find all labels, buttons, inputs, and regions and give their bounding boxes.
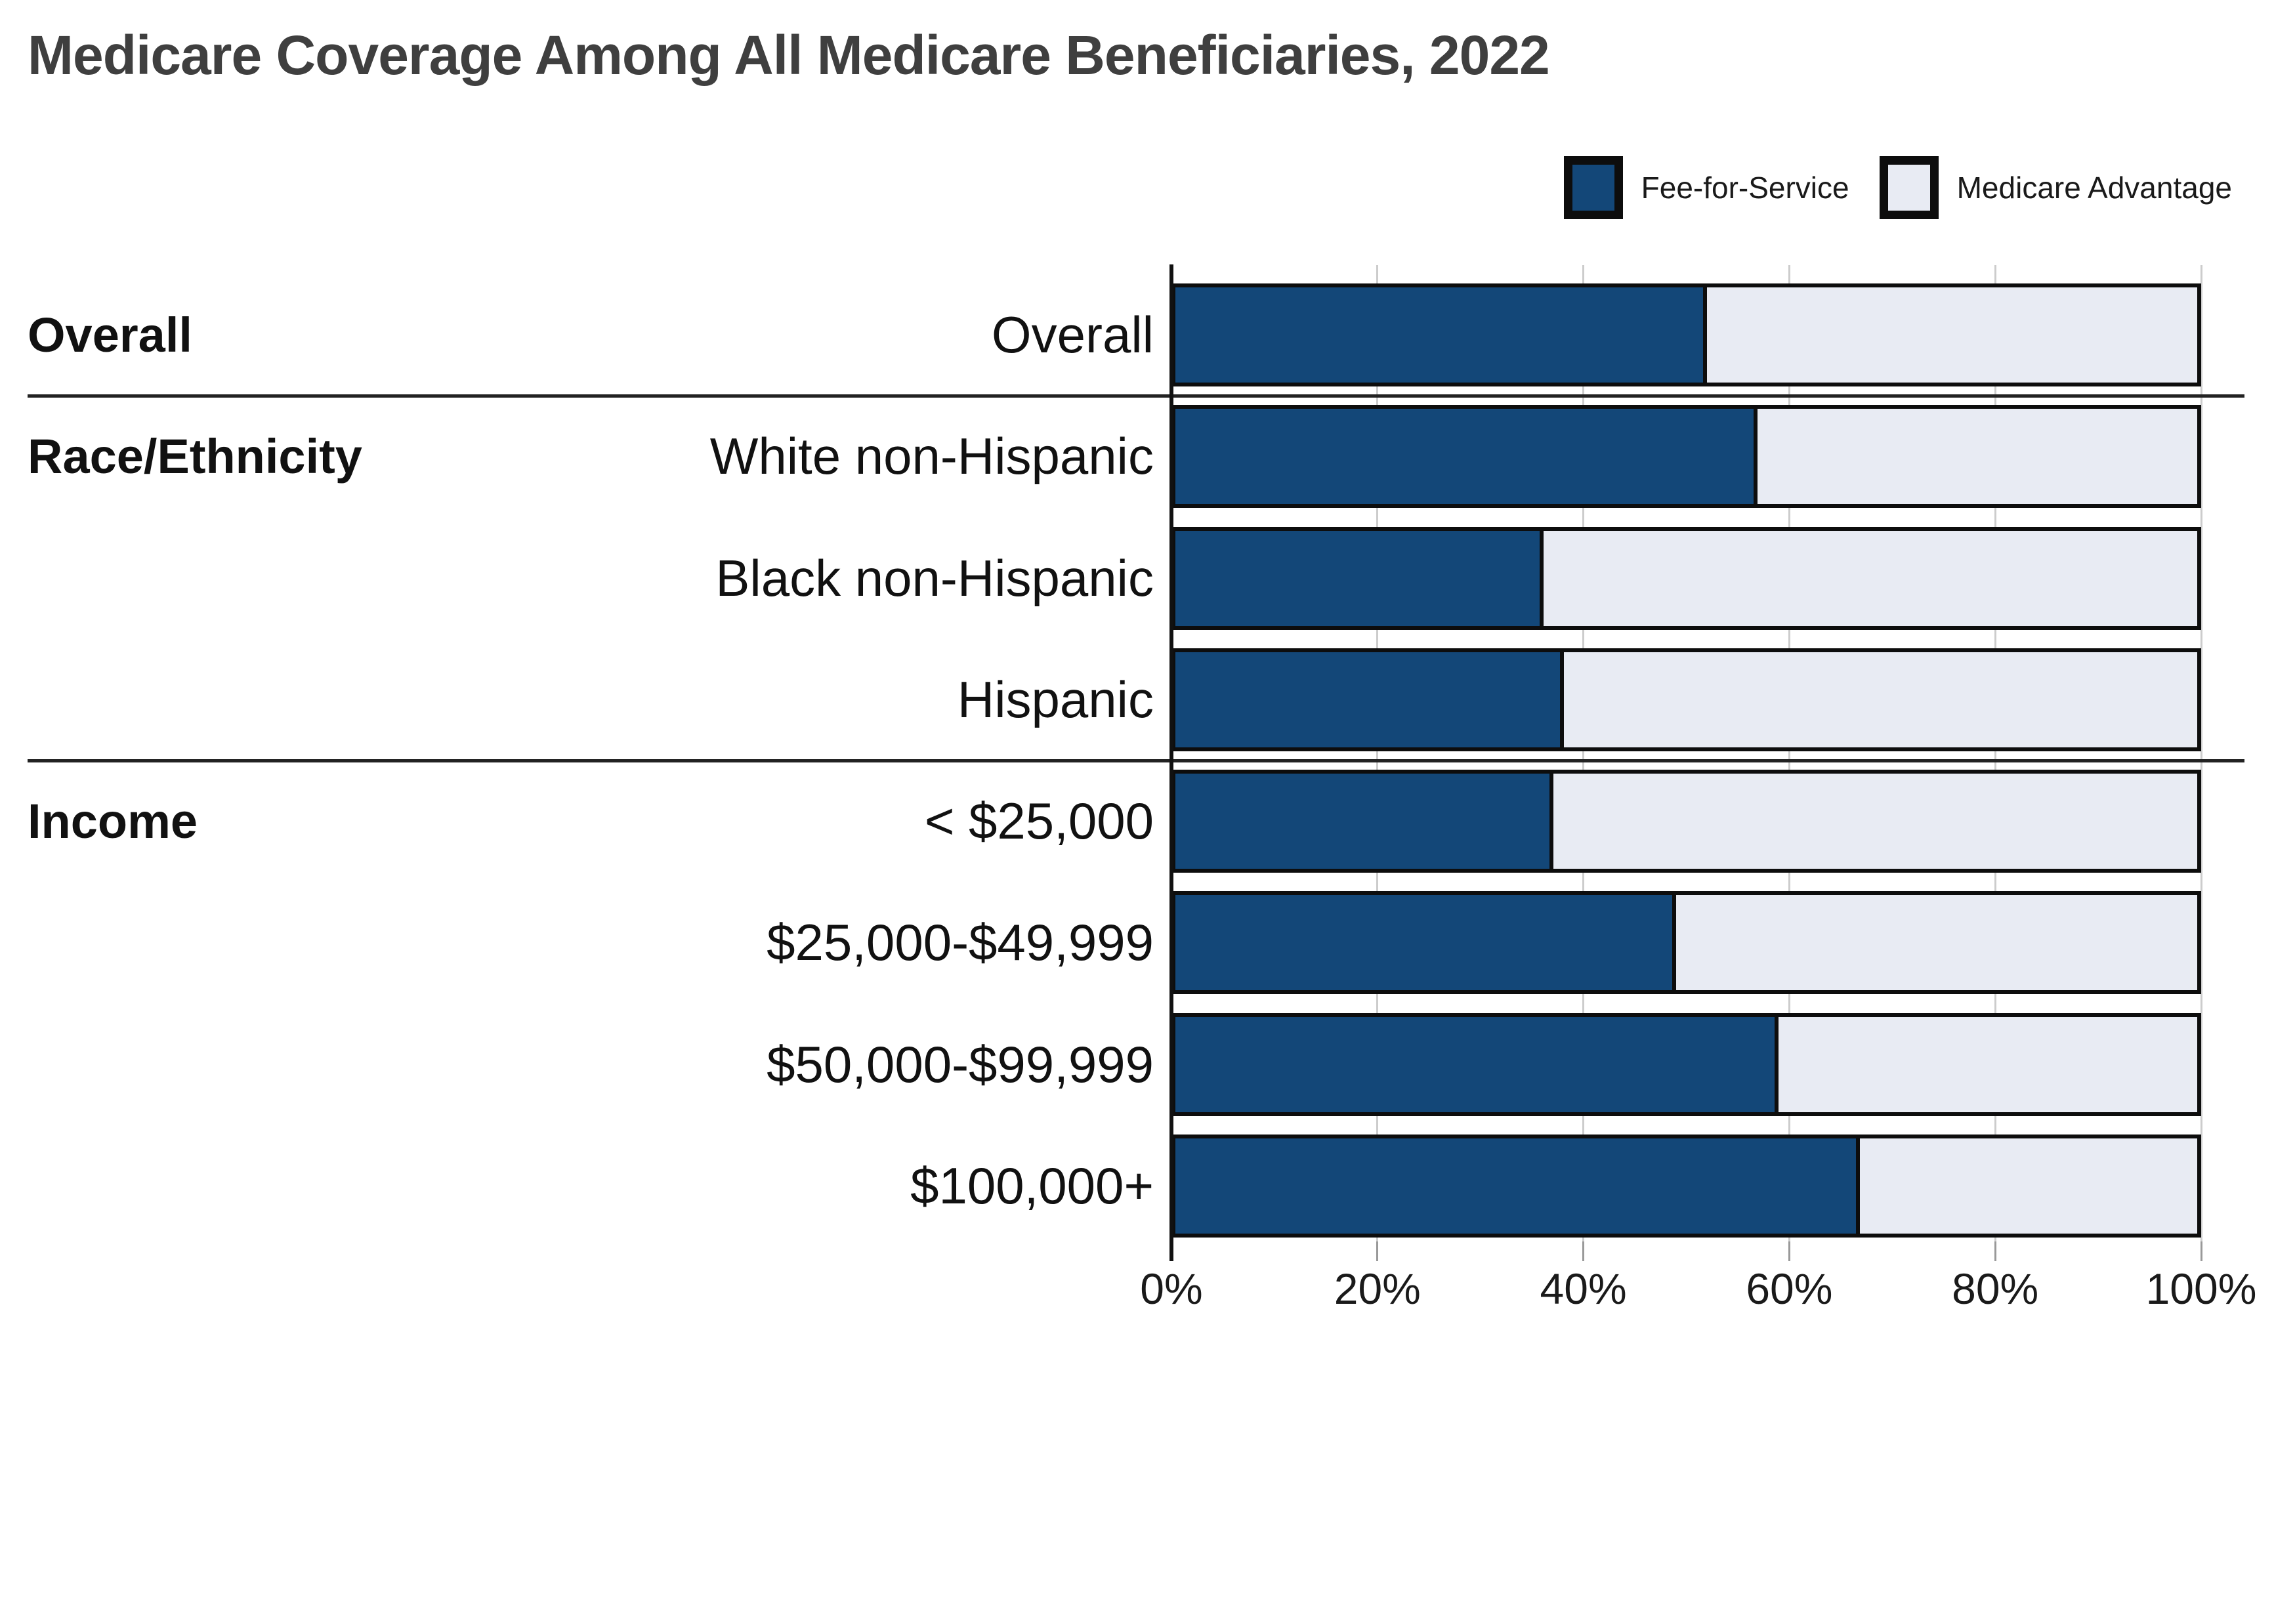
x-axis-tick-label: 80%: [1952, 1264, 2039, 1313]
medicare-advantage-legend-label: Medicare Advantage: [1956, 171, 2232, 205]
gridline-100pct: [2200, 265, 2202, 1241]
medicare-advantage-swatch-icon: [1879, 156, 1939, 219]
fee-for-service-segment: [1175, 409, 1758, 505]
fee-for-service-segment: [1175, 1016, 1779, 1112]
x-axis-tick: [1376, 1241, 1379, 1261]
stacked-bar-row: [1171, 1134, 2201, 1238]
group-separator: [28, 394, 2244, 398]
medicare-advantage-segment: [1563, 652, 2197, 747]
fee-for-service-segment: [1175, 1138, 1861, 1234]
stacked-bar-row: [1171, 770, 2201, 873]
medicare-advantage-segment: [1758, 409, 2197, 505]
gridline-20pct: [1376, 265, 1379, 1241]
fee-for-service-segment: [1175, 652, 1564, 747]
fee-for-service-swatch-icon: [1563, 156, 1623, 219]
fee-for-service-legend-label: Fee-for-Service: [1641, 171, 1849, 205]
row-label: $25,000-$49,999: [767, 913, 1154, 972]
fee-for-service-segment: [1175, 895, 1676, 991]
x-axis-tick-label: 100%: [2145, 1264, 2257, 1313]
medicare-advantage-segment: [1675, 895, 2197, 991]
row-label: $100,000+: [910, 1156, 1154, 1215]
x-axis-tick: [1788, 1241, 1790, 1261]
x-axis-tick: [2200, 1241, 2202, 1261]
row-label: Hispanic: [957, 670, 1154, 728]
x-axis-tick-label: 20%: [1334, 1264, 1421, 1313]
medicare-advantage-segment: [1778, 1016, 2197, 1112]
fee-for-service-segment: [1175, 530, 1544, 626]
gridline-60pct: [1788, 265, 1790, 1241]
gridline-80pct: [1994, 265, 1996, 1241]
stacked-bar-row: [1171, 1012, 2201, 1116]
x-axis-tick: [1994, 1241, 1996, 1261]
legend: Fee-for-Service Medicare Advantage: [1563, 156, 2232, 219]
stacked-bar-row: [1171, 283, 2201, 386]
x-axis-tick-label: 40%: [1540, 1264, 1627, 1313]
stacked-bar-row: [1171, 648, 2201, 751]
group-separator: [28, 759, 2244, 762]
fee-for-service-segment: [1175, 774, 1554, 869]
row-label: $50,000-$99,999: [767, 1035, 1154, 1093]
gridline-40pct: [1582, 265, 1585, 1241]
medicare-advantage-segment: [1553, 774, 2197, 869]
x-axis-tick-label: 60%: [1746, 1264, 1833, 1313]
x-axis-tick: [1582, 1241, 1585, 1261]
row-label: < $25,000: [924, 792, 1154, 850]
row-label: Overall: [991, 306, 1154, 364]
medicare-advantage-segment: [1706, 287, 2197, 383]
group-label-overall: Overall: [28, 308, 192, 362]
row-label: White non-Hispanic: [709, 427, 1154, 486]
medicare-advantage-segment: [1543, 530, 2197, 626]
medicare-advantage-segment: [1860, 1138, 2197, 1234]
y-axis-line: [1169, 264, 1173, 1261]
group-label-income: Income: [28, 794, 198, 848]
group-label-race-ethnicity: Race/Ethnicity: [28, 429, 362, 484]
legend-item-fee-for-service: Fee-for-Service: [1563, 156, 1849, 219]
stacked-bar-row: [1171, 526, 2201, 630]
fee-for-service-segment: [1175, 287, 1707, 383]
row-label: Black non-Hispanic: [715, 549, 1154, 607]
chart-title: Medicare Coverage Among All Medicare Ben…: [28, 24, 1550, 86]
stacked-bar-row: [1171, 891, 2201, 995]
stacked-bar-row: [1171, 405, 2201, 509]
legend-item-medicare-advantage: Medicare Advantage: [1879, 156, 2232, 219]
x-axis-tick-label: 0%: [1140, 1264, 1203, 1313]
